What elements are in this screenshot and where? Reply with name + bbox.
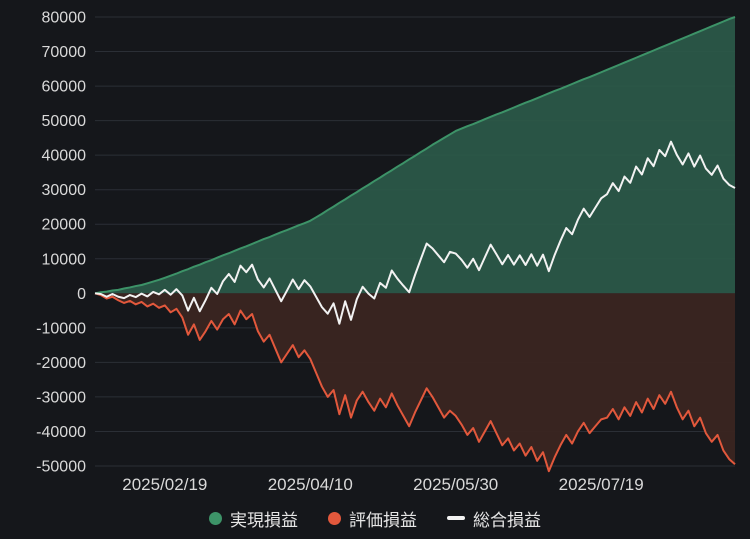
legend-label-unrealized: 評価損益 <box>349 510 417 530</box>
x-axis-label: 2025/05/30 <box>413 475 498 494</box>
y-axis-label: -30000 <box>36 389 86 406</box>
realized-marker-icon <box>209 511 222 525</box>
total-line <box>94 140 736 325</box>
unrealized-marker-icon <box>328 511 341 525</box>
realized-line <box>94 16 736 295</box>
legend-label-realized: 実現損益 <box>230 510 298 530</box>
y-axis-label: 60000 <box>42 79 87 96</box>
y-axis-label: 40000 <box>42 148 87 165</box>
realized-area <box>95 17 735 294</box>
legend-item-total: 総合損益 <box>447 506 541 531</box>
y-axis-label: 10000 <box>42 251 87 268</box>
unrealized-area <box>95 293 735 472</box>
total-marker-icon <box>447 516 465 520</box>
x-axis-label: 2025/07/19 <box>559 475 644 494</box>
y-axis-label: 70000 <box>42 44 87 61</box>
y-axis-label: 0 <box>77 286 86 303</box>
y-axis-label: 20000 <box>42 217 87 234</box>
x-axis-label: 2025/02/19 <box>122 475 207 494</box>
legend-item-realized: 実現損益 <box>209 506 298 531</box>
legend-item-unrealized: 評価損益 <box>328 506 417 531</box>
x-axis-label: 2025/04/10 <box>268 475 353 494</box>
y-axis-label: -10000 <box>36 320 86 337</box>
y-axis-label: 50000 <box>42 113 87 130</box>
unrealized-line <box>94 292 736 473</box>
chart-legend: 実現損益 評価損益 総合損益 <box>0 497 750 539</box>
pnl-chart-canvas: -50000 -40000 -30000 -20000 -10000 0 10000 2000… <box>36 10 736 494</box>
y-axis-label: -40000 <box>36 424 86 441</box>
y-axis-label: 80000 <box>42 10 87 27</box>
y-axis-label: -50000 <box>36 459 86 476</box>
legend-label-total: 総合損益 <box>473 510 541 530</box>
y-axis-label: -20000 <box>36 355 86 372</box>
y-axis-label: 30000 <box>42 182 87 199</box>
